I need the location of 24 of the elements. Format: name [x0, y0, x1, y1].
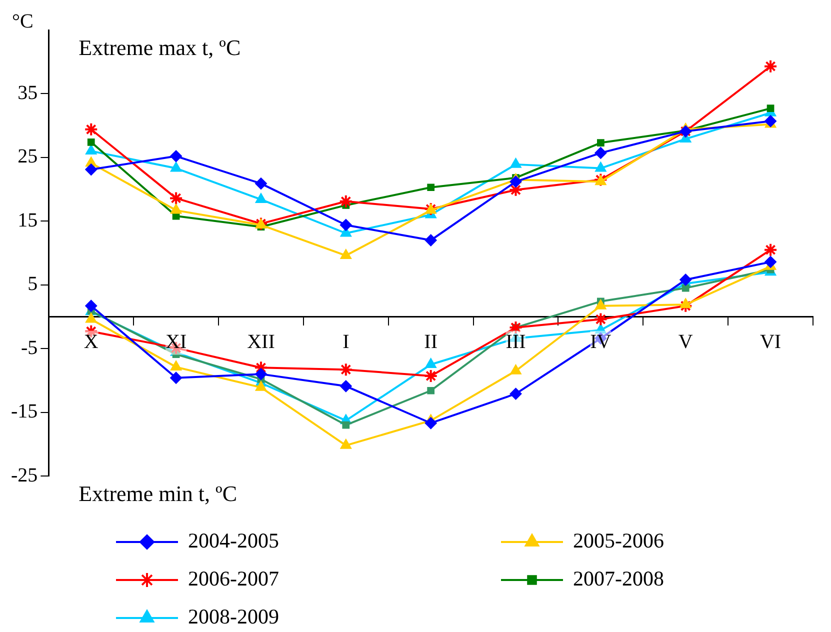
- legend-label: 2007-2008: [573, 566, 664, 591]
- x-tick-label: VI: [760, 330, 782, 353]
- x-tick-label: V: [678, 330, 694, 353]
- legend-label: 2005-2006: [573, 528, 664, 553]
- x-tick-label: III: [506, 330, 526, 353]
- legend-label: 2008-2009: [188, 604, 279, 629]
- x-tick-label: XI: [165, 330, 187, 353]
- y-tick-label: 35: [18, 82, 38, 104]
- y-tick-label: 5: [28, 273, 38, 296]
- x-tick-label: I: [342, 330, 350, 353]
- annotation: Extreme max t, ºC: [78, 34, 241, 60]
- y-tick-label: -15: [10, 400, 38, 423]
- legend-label: 2006-2007: [188, 566, 279, 591]
- y-tick-label: 15: [18, 209, 38, 232]
- text: Extreme min t, ºC: [78, 480, 238, 506]
- x-tick-label: XII: [247, 330, 275, 353]
- y-tick-label: 25: [18, 146, 38, 168]
- x-tick-label: IV: [590, 330, 612, 353]
- x-tick-label: II: [424, 330, 438, 353]
- y-tick-label: -5: [20, 336, 38, 359]
- x-tick-label: X: [84, 330, 99, 353]
- y-axis-title: °C: [12, 10, 34, 32]
- y-tick-label: -25: [10, 464, 38, 486]
- legend-label: 2004-2005: [188, 528, 279, 553]
